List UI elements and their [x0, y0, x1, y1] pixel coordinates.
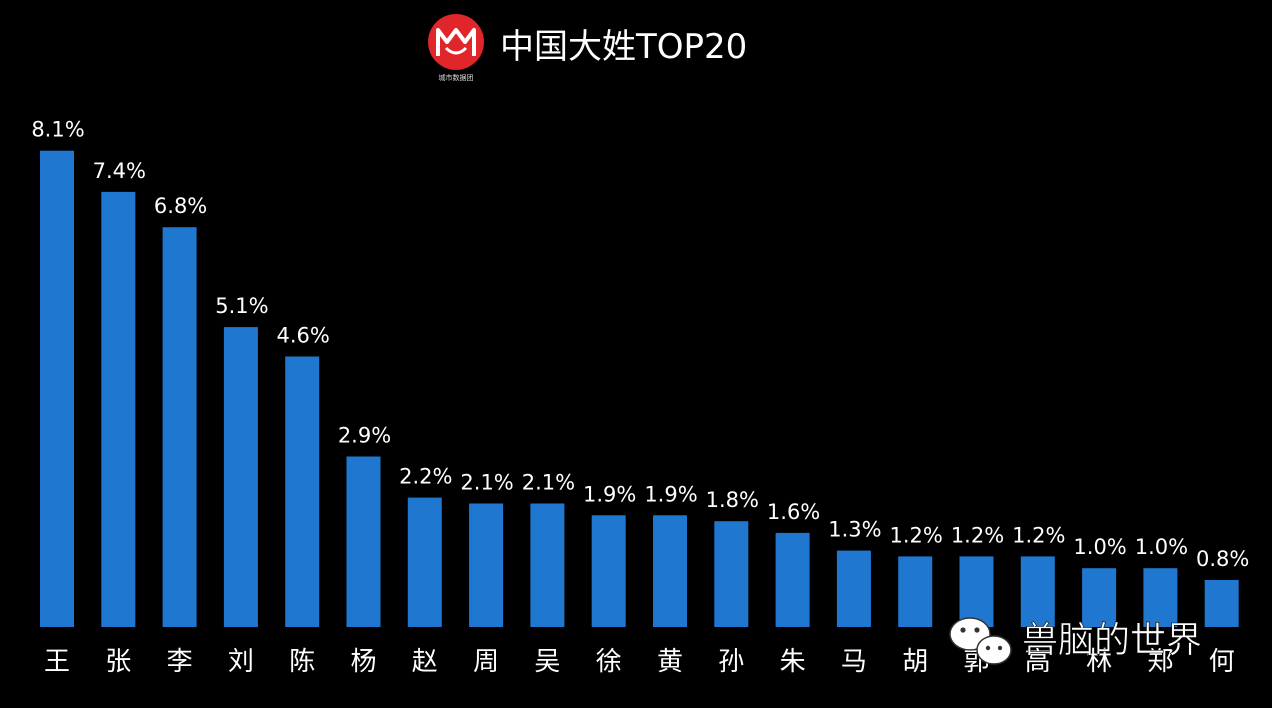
value-label-5: 4.6% [277, 324, 330, 348]
value-label-14: 1.3% [828, 518, 881, 542]
value-label-19: 1.0% [1135, 535, 1188, 559]
category-label-13: 朱 [780, 647, 806, 677]
value-label-10: 1.9% [583, 482, 636, 506]
value-label-2: 7.4% [93, 159, 146, 183]
category-label-11: 黄 [657, 647, 683, 677]
watermark-text: 兽脑的世界 [1022, 620, 1202, 661]
value-label-15: 1.2% [890, 523, 943, 547]
bar-10 [591, 515, 626, 627]
category-label-19: 郑 [1147, 647, 1173, 677]
wechat-icon [949, 617, 1012, 665]
bar-16 [959, 556, 994, 627]
category-label-15: 胡 [902, 647, 928, 677]
value-label-9: 2.1% [522, 471, 575, 495]
bar-3 [162, 227, 197, 627]
logo-mark [436, 28, 476, 56]
chart-title: 中国大姓TOP20 [500, 27, 747, 67]
category-label-14: 马 [841, 647, 867, 677]
category-labels-group: 王张李刘陈杨赵周吴徐黄孙朱马胡郭高林郑何 [44, 647, 1235, 677]
category-label-7: 赵 [412, 647, 438, 677]
bar-11 [653, 515, 687, 627]
bar-12 [714, 521, 749, 627]
value-label-8: 2.1% [460, 471, 513, 495]
bar-20 [1204, 580, 1239, 627]
category-label-8: 周 [473, 647, 499, 677]
category-label-1: 王 [44, 647, 70, 677]
value-label-12: 1.8% [706, 488, 759, 512]
bar-9 [530, 503, 565, 627]
logo-circle [428, 14, 484, 70]
value-label-7: 2.2% [399, 465, 452, 489]
value-label-16: 1.2% [951, 523, 1004, 547]
bar-7 [407, 497, 442, 627]
brand-logo: 城市数据团 [428, 14, 484, 82]
bar-1 [40, 150, 74, 627]
bars-group [40, 150, 1239, 627]
category-label-18: 林 [1086, 647, 1112, 677]
category-label-10: 徐 [596, 647, 622, 677]
value-label-11: 1.9% [644, 482, 697, 506]
bar-6 [346, 456, 381, 627]
value-label-1: 8.1% [31, 118, 84, 142]
value-label-18: 1.0% [1073, 535, 1126, 559]
bar-19 [1143, 568, 1178, 627]
category-label-12: 孙 [718, 647, 744, 677]
category-label-5: 陈 [289, 647, 315, 677]
bar-2 [101, 191, 136, 627]
value-labels-group: 8.1% 7.4% 6.8% 5.1% 4.6% 2.9% 2.2% 2.1% 2.1% 1.9%… [31, 118, 1249, 571]
category-label-6: 杨 [350, 647, 376, 677]
category-label-20: 何 [1209, 647, 1235, 677]
value-label-4: 5.1% [215, 294, 268, 318]
bar-5 [285, 356, 320, 627]
value-label-6: 2.9% [338, 424, 391, 448]
category-label-4: 刘 [228, 647, 254, 677]
watermark: 兽脑的世界 [949, 617, 1202, 665]
bar-13 [775, 532, 810, 627]
value-label-17: 1.2% [1012, 523, 1065, 547]
value-label-13: 1.6% [767, 500, 820, 524]
bar-8 [469, 503, 504, 627]
category-label-9: 吴 [534, 647, 560, 677]
bar-15 [898, 556, 933, 627]
value-label-3: 6.8% [154, 194, 207, 218]
logo-smile [444, 46, 468, 55]
bar-17 [1020, 556, 1055, 627]
category-label-3: 李 [167, 647, 193, 677]
value-label-20: 0.8% [1196, 547, 1249, 571]
bar-14 [836, 550, 871, 627]
bar-4 [223, 327, 258, 627]
logo-caption: 城市数据团 [439, 73, 474, 82]
category-label-2: 张 [105, 647, 131, 677]
bar-18 [1082, 568, 1117, 627]
category-label-17: 高 [1025, 647, 1051, 677]
